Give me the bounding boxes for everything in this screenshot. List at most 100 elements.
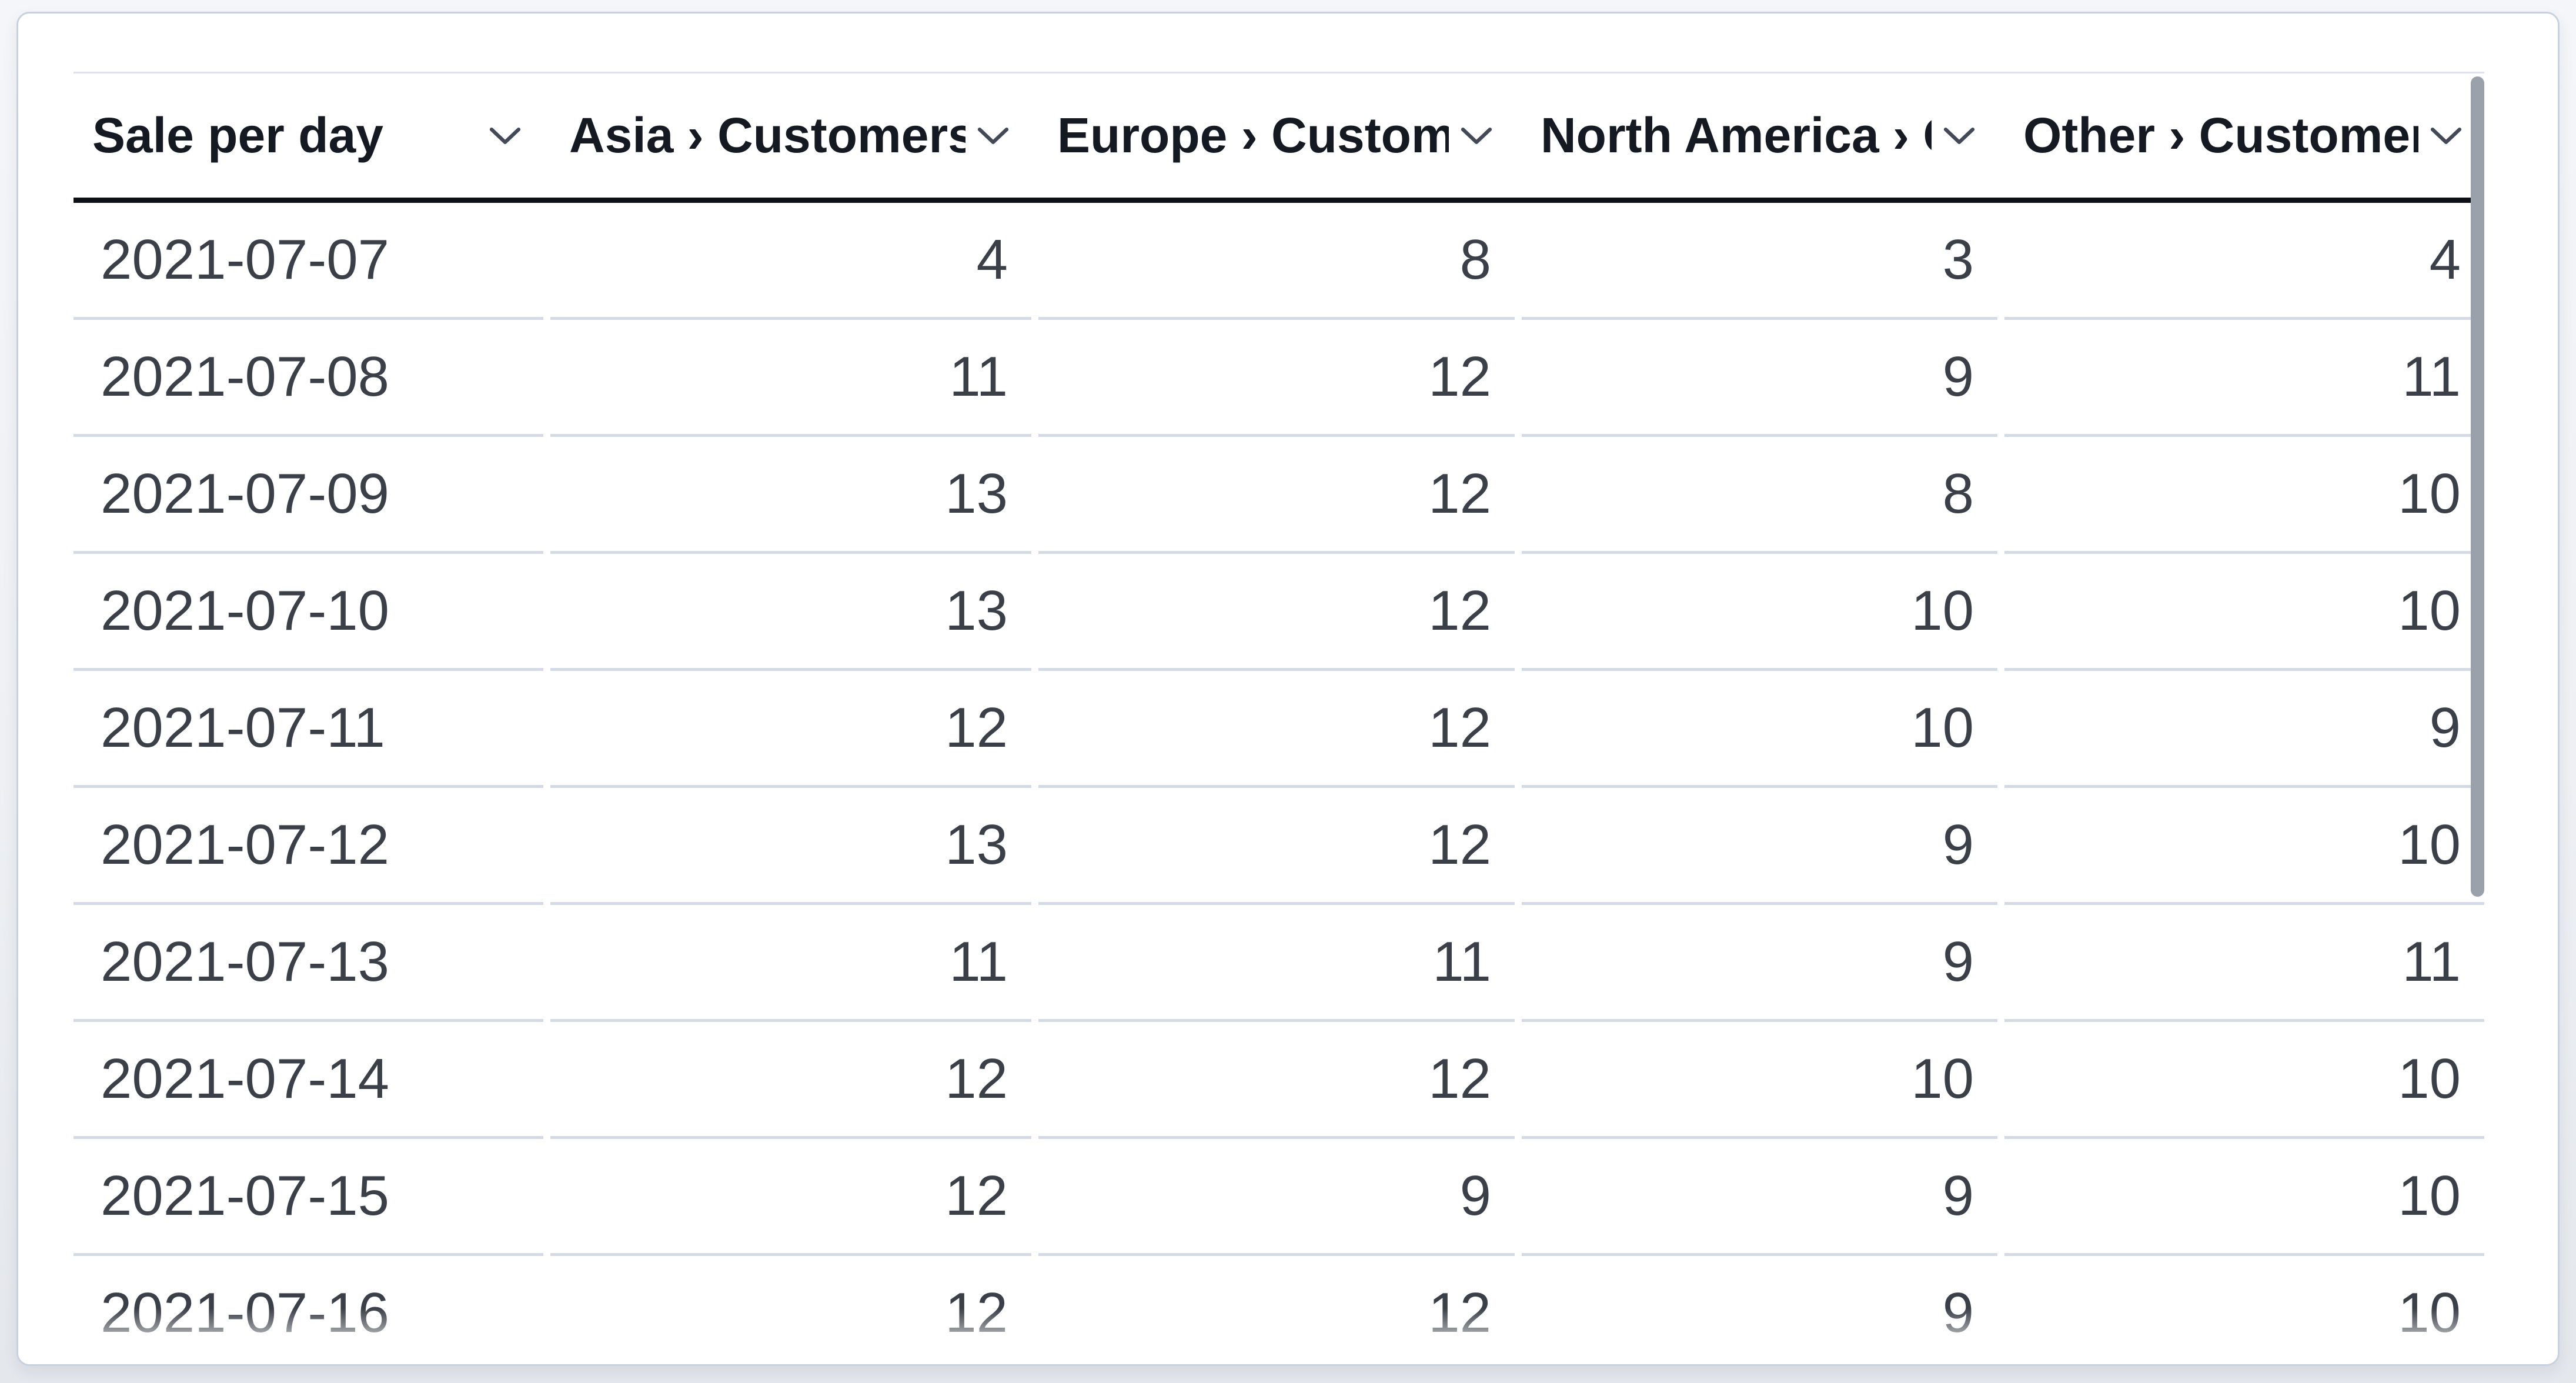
table-row: 2021-07-08 11 12 9 11: [73, 320, 2484, 437]
cell-value: 2021-07-16: [101, 1281, 390, 1344]
table-cell: 10: [1522, 1022, 1997, 1139]
table-cell: 12: [1038, 554, 1515, 671]
table-cell: 10: [2004, 554, 2484, 671]
cell-value: 2021-07-14: [101, 1047, 390, 1110]
vertical-scrollbar-thumb[interactable]: [2471, 76, 2484, 897]
cell-value: 10: [2398, 1281, 2461, 1344]
cell-value: 12: [1428, 579, 1491, 642]
cell-value: 2021-07-15: [101, 1164, 390, 1227]
table-row: 2021-07-09 13 12 8 10: [73, 437, 2484, 554]
cell-value: 10: [1911, 696, 1974, 759]
table-cell: 12: [550, 1139, 1031, 1256]
table-row: 2021-07-14 12 12 10 10: [73, 1022, 2484, 1139]
table-cell: 11: [550, 320, 1031, 437]
table-cell: 2021-07-11: [73, 671, 543, 788]
table-cell: 8: [1038, 203, 1515, 320]
cell-value: 10: [2398, 579, 2461, 642]
column-header-label: Europe › Customers: [1057, 108, 1449, 163]
table-cell: 2021-07-07: [73, 203, 543, 320]
table-cell: 3: [1522, 203, 1997, 320]
table-cell: 10: [2004, 788, 2484, 905]
cell-value: 12: [1428, 1047, 1491, 1110]
cell-value: 12: [1428, 462, 1491, 525]
table-cell: 9: [1522, 905, 1997, 1022]
column-header-label: Other › Customers: [2023, 108, 2418, 163]
cell-value: 11: [1432, 930, 1491, 993]
table-cell: 2021-07-09: [73, 437, 543, 554]
cell-value: 8: [1942, 462, 1974, 525]
table-cell: 10: [1522, 554, 1997, 671]
table-cell: 12: [1038, 1022, 1515, 1139]
cell-value: 12: [1428, 813, 1491, 876]
table-cell: 2021-07-10: [73, 554, 543, 671]
table-row: 2021-07-11 12 12 10 9: [73, 671, 2484, 788]
table-cell: 13: [550, 437, 1031, 554]
column-header-label: Asia › Customers: [569, 108, 965, 163]
table-row: 2021-07-15 12 9 9 10: [73, 1139, 2484, 1256]
chevron-down-icon: [977, 127, 1009, 144]
table-cell: 13: [550, 788, 1031, 905]
table-cell: 2021-07-15: [73, 1139, 543, 1256]
cell-value: 12: [945, 1047, 1008, 1110]
column-header-north-america-customers[interactable]: North America › Customers: [1522, 74, 1997, 198]
table-cell: 2021-07-14: [73, 1022, 543, 1139]
chevron-down-icon: [489, 127, 521, 144]
table-cell: 9: [1522, 1139, 1997, 1256]
chevron-down-icon: [1461, 127, 1492, 144]
cell-value: 10: [2398, 813, 2461, 876]
table-cell: 12: [1038, 1256, 1515, 1364]
table-cell: 8: [1522, 437, 1997, 554]
cell-value: 9: [1942, 1281, 1974, 1344]
cell-value: 9: [1942, 930, 1974, 993]
cell-value: 2021-07-09: [101, 462, 390, 525]
table-cell: 2021-07-13: [73, 905, 543, 1022]
column-header-label: North America › Customers: [1541, 108, 1932, 163]
table-cell: 12: [1038, 788, 1515, 905]
table-row: 2021-07-12 13 12 9 10: [73, 788, 2484, 905]
cell-value: 11: [2402, 345, 2461, 408]
column-header-europe-customers[interactable]: Europe › Customers: [1038, 74, 1515, 198]
cell-value: 11: [949, 930, 1008, 993]
cell-value: 9: [2429, 696, 2461, 759]
column-header-sale-per-day[interactable]: Sale per day: [73, 74, 543, 198]
table-cell: 9: [1038, 1139, 1515, 1256]
cell-value: 13: [945, 579, 1008, 642]
table-cell: 12: [550, 1256, 1031, 1364]
column-header-asia-customers[interactable]: Asia › Customers: [550, 74, 1031, 198]
cell-value: 2021-07-11: [101, 696, 385, 759]
cell-value: 12: [1428, 696, 1491, 759]
table-cell: 4: [2004, 203, 2484, 320]
table-cell: 12: [1038, 437, 1515, 554]
cell-value: 3: [1942, 228, 1974, 291]
cell-value: 10: [2398, 1047, 2461, 1110]
table-cell: 12: [1038, 320, 1515, 437]
cell-value: 12: [945, 1164, 1008, 1227]
column-header-other-customers[interactable]: Other › Customers: [2004, 74, 2484, 198]
cell-value: 10: [1911, 1047, 1974, 1110]
cell-value: 2021-07-08: [101, 345, 390, 408]
cell-value: 12: [945, 696, 1008, 759]
cell-value: 9: [1942, 345, 1974, 408]
table-cell: 2021-07-16: [73, 1256, 543, 1364]
table-cell: 11: [1038, 905, 1515, 1022]
cell-value: 9: [1942, 813, 1974, 876]
cell-value: 8: [1459, 228, 1491, 291]
table-cell: 10: [2004, 1022, 2484, 1139]
table-cell: 11: [2004, 320, 2484, 437]
cell-value: 2021-07-13: [101, 930, 390, 993]
column-header-label: Sale per day: [92, 108, 383, 163]
table-cell: 12: [550, 671, 1031, 788]
cell-value: 2021-07-10: [101, 579, 390, 642]
cell-value: 10: [2398, 1164, 2461, 1227]
table-cell: 10: [2004, 1139, 2484, 1256]
table-row: 2021-07-13 11 11 9 11: [73, 905, 2484, 1022]
table-card: Sale per day Asia › Customers Europe › C…: [16, 12, 2560, 1366]
table-cell: 12: [1038, 671, 1515, 788]
table-cell: 2021-07-12: [73, 788, 543, 905]
table-row: 2021-07-10 13 12 10 10: [73, 554, 2484, 671]
table-cell: 2021-07-08: [73, 320, 543, 437]
table-row: 2021-07-16 12 12 9 10: [73, 1256, 2484, 1364]
table-header-row: Sale per day Asia › Customers Europe › C…: [73, 72, 2484, 203]
cell-value: 12: [1428, 1281, 1491, 1344]
